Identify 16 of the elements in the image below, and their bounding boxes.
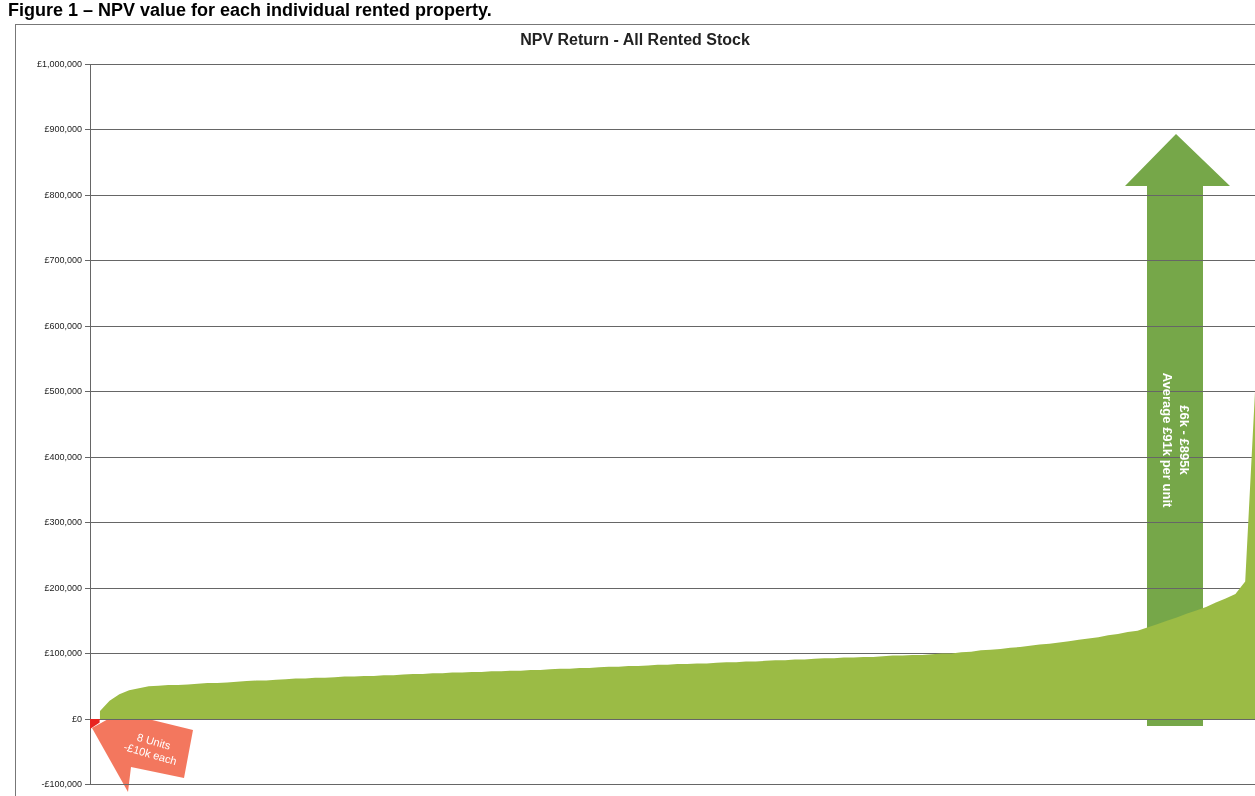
y-tick-label: £900,000 bbox=[44, 124, 82, 135]
y-tick-label: £700,000 bbox=[44, 255, 82, 266]
y-tick-label: -£100,000 bbox=[41, 779, 82, 790]
y-tick-label: £300,000 bbox=[44, 517, 82, 528]
y-tick-label: £800,000 bbox=[44, 189, 82, 200]
y-tick-label: £200,000 bbox=[44, 582, 82, 593]
y-tick-label: £1,000,000 bbox=[36, 58, 82, 69]
caption: Figure 1 – NPV value for each individual rented property. bbox=[8, 0, 492, 21]
y-tick-label: £600,000 bbox=[44, 320, 82, 331]
chart-title: NPV Return - All Rented Stock bbox=[520, 31, 750, 49]
annotation: 8 Units -£10k each bbox=[122, 730, 179, 768]
y-tick-label: £100,000 bbox=[44, 648, 82, 659]
y-tick-label: £0 bbox=[71, 713, 82, 724]
y-tick-label: £500,000 bbox=[44, 386, 82, 397]
y-tick-label: £400,000 bbox=[44, 451, 82, 462]
annotation: £6k - £895k Average £91k per unit bbox=[1160, 372, 1192, 508]
